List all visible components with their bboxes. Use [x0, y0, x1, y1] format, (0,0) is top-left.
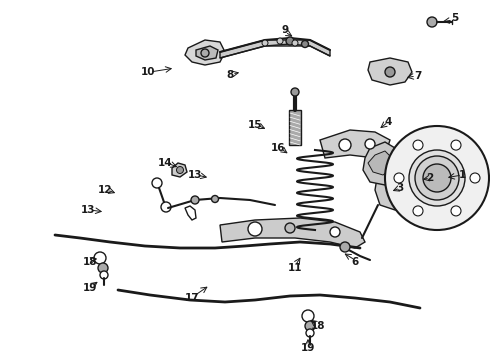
Circle shape: [413, 206, 423, 216]
Text: 13: 13: [81, 205, 95, 215]
Circle shape: [427, 17, 437, 27]
Circle shape: [277, 38, 283, 44]
Circle shape: [286, 37, 294, 45]
Circle shape: [152, 178, 162, 188]
Polygon shape: [386, 162, 412, 188]
Circle shape: [413, 140, 423, 150]
Polygon shape: [289, 110, 301, 145]
Text: 2: 2: [426, 173, 434, 183]
Text: 17: 17: [185, 293, 199, 303]
Polygon shape: [220, 40, 330, 58]
Polygon shape: [375, 148, 420, 210]
Circle shape: [385, 126, 489, 230]
Circle shape: [409, 150, 465, 206]
Text: 4: 4: [384, 117, 392, 127]
Circle shape: [176, 166, 183, 174]
Text: 9: 9: [281, 25, 289, 35]
Circle shape: [451, 140, 461, 150]
Circle shape: [98, 263, 108, 273]
Circle shape: [301, 40, 309, 48]
Text: 6: 6: [351, 257, 359, 267]
Polygon shape: [185, 40, 225, 65]
Circle shape: [291, 88, 299, 96]
Circle shape: [161, 202, 171, 212]
Circle shape: [302, 310, 314, 322]
Polygon shape: [363, 142, 398, 185]
Text: 1: 1: [458, 170, 466, 180]
Circle shape: [262, 40, 268, 46]
Polygon shape: [320, 130, 390, 158]
Text: 19: 19: [83, 283, 97, 293]
Circle shape: [385, 67, 395, 77]
Polygon shape: [220, 218, 365, 248]
Polygon shape: [196, 46, 218, 60]
Text: 18: 18: [311, 321, 325, 331]
Circle shape: [365, 139, 375, 149]
Circle shape: [292, 40, 298, 46]
Circle shape: [470, 173, 480, 183]
Circle shape: [423, 164, 451, 192]
Text: 10: 10: [141, 67, 155, 77]
Circle shape: [306, 329, 314, 337]
Circle shape: [201, 49, 209, 57]
Text: 3: 3: [396, 183, 404, 193]
Text: 7: 7: [415, 71, 422, 81]
Circle shape: [330, 227, 340, 237]
Circle shape: [100, 271, 108, 279]
Text: 15: 15: [248, 120, 262, 130]
Circle shape: [451, 206, 461, 216]
Polygon shape: [368, 58, 412, 85]
Circle shape: [339, 139, 351, 151]
Circle shape: [305, 321, 315, 331]
Polygon shape: [172, 163, 187, 177]
Text: 19: 19: [301, 343, 315, 353]
Circle shape: [285, 223, 295, 233]
Circle shape: [212, 195, 219, 202]
Polygon shape: [368, 151, 392, 175]
Text: 16: 16: [271, 143, 285, 153]
Circle shape: [248, 222, 262, 236]
Text: 13: 13: [188, 170, 202, 180]
Circle shape: [415, 156, 459, 200]
Text: 5: 5: [451, 13, 459, 23]
Circle shape: [394, 173, 404, 183]
Circle shape: [191, 196, 199, 204]
Text: 8: 8: [226, 70, 234, 80]
Circle shape: [94, 252, 106, 264]
Text: 14: 14: [158, 158, 172, 168]
Text: 11: 11: [288, 263, 302, 273]
Circle shape: [340, 242, 350, 252]
Text: 12: 12: [98, 185, 112, 195]
Text: 18: 18: [83, 257, 97, 267]
